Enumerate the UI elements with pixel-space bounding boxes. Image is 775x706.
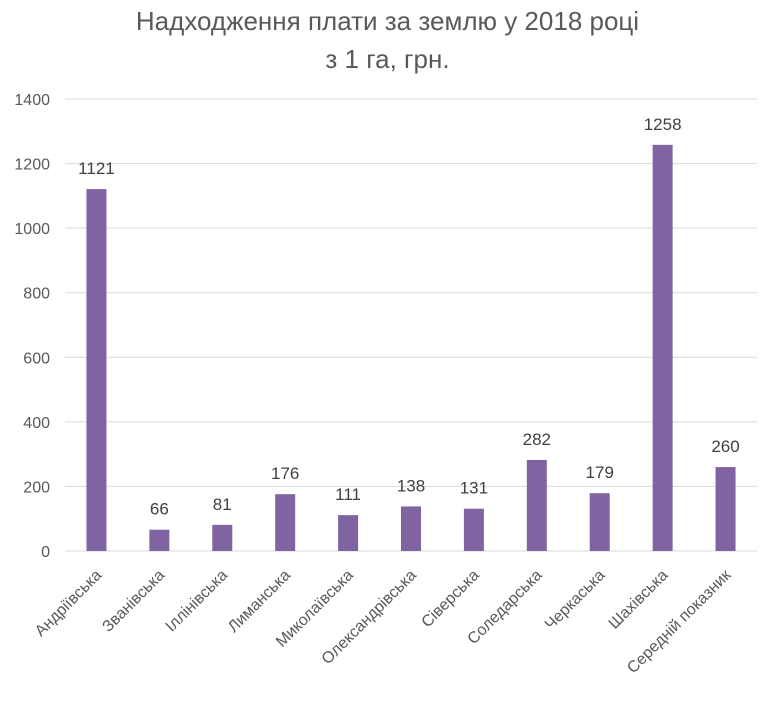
data-label: 1121 xyxy=(78,159,115,178)
y-tick-label: 600 xyxy=(23,350,50,367)
data-label: 138 xyxy=(397,476,425,495)
y-tick-label: 0 xyxy=(41,544,50,561)
bar xyxy=(652,144,673,552)
x-axis-categories: АндріївськаЗванівськаІллінівськаЛиманськ… xyxy=(32,566,735,677)
bar xyxy=(589,493,610,551)
data-label: 81 xyxy=(213,495,232,514)
category-label: Черкаська xyxy=(542,567,609,634)
data-label: 282 xyxy=(523,430,551,449)
data-label: 66 xyxy=(150,500,169,519)
data-label: 111 xyxy=(335,485,361,504)
y-tick-label: 800 xyxy=(23,286,50,303)
bar xyxy=(526,459,547,551)
bar xyxy=(212,524,233,551)
data-labels: 1121 66 81 176 111 138 131 282 179 1258 260 xyxy=(78,115,740,519)
category-label: Шахівська xyxy=(606,567,672,633)
y-tick-label: 400 xyxy=(23,415,50,432)
data-label: 260 xyxy=(711,437,739,456)
y-tick-label: 1400 xyxy=(14,92,50,109)
y-axis-ticks: 0 200 400 600 800 1000 1200 1400 xyxy=(14,92,50,561)
bar xyxy=(149,529,170,551)
data-label: 176 xyxy=(271,464,299,483)
bar xyxy=(275,494,296,551)
y-tick-label: 200 xyxy=(23,479,50,496)
bar xyxy=(715,467,736,551)
bar xyxy=(401,506,421,551)
bar xyxy=(338,515,359,551)
gridlines xyxy=(65,98,757,552)
data-label: 1258 xyxy=(644,115,682,134)
chart-subtitle: з 1 га, грн. xyxy=(325,44,450,74)
bars xyxy=(86,144,736,552)
bar xyxy=(86,189,107,551)
data-label: 179 xyxy=(586,463,614,482)
category-label: Андріївська xyxy=(32,567,105,640)
data-label: 131 xyxy=(460,479,488,498)
y-tick-label: 1200 xyxy=(14,157,50,174)
y-tick-label: 1000 xyxy=(14,221,50,238)
category-label: Лиманська xyxy=(225,567,294,636)
category-label: Середній показник xyxy=(624,566,735,677)
category-label: Сіверська xyxy=(419,567,483,631)
chart-title-line1: Надходження плати за землю у 2018 році xyxy=(135,6,640,36)
bar xyxy=(463,508,484,551)
chart-title: Надходження плати за землю у 2018 році з… xyxy=(0,2,775,78)
category-label: Іллінівська xyxy=(163,567,232,636)
category-label: Званівська xyxy=(99,567,168,636)
